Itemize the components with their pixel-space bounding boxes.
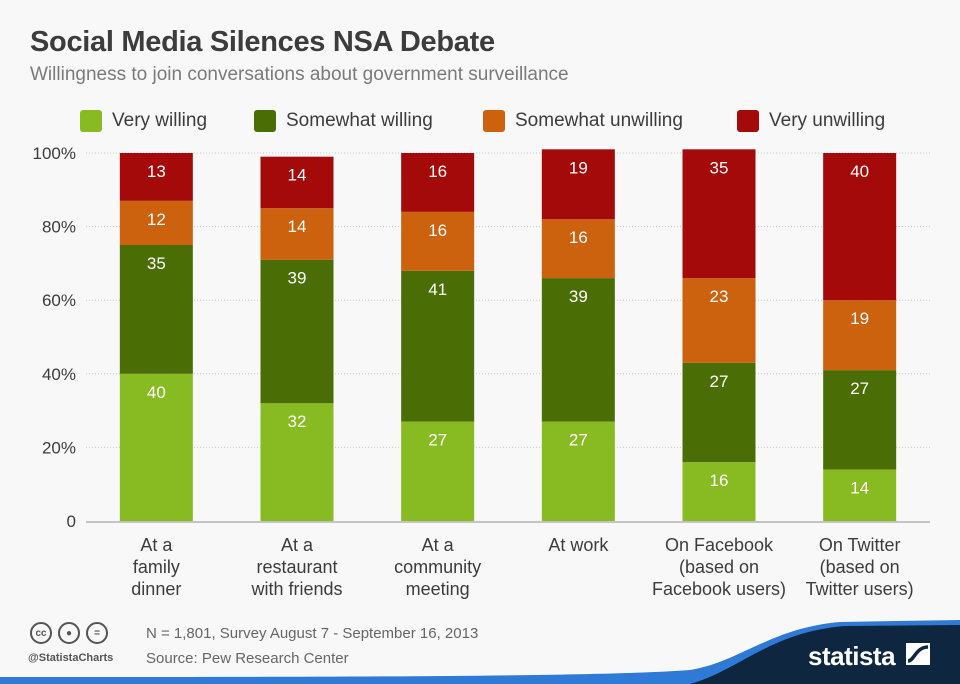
- bar-segment: [823, 469, 897, 521]
- bar-segment: [541, 278, 615, 422]
- source-note: Source: Pew Research Center: [146, 650, 349, 667]
- legend-swatch: [737, 110, 759, 132]
- bar-segment: [401, 421, 475, 521]
- license-icons: cc ● =: [30, 622, 108, 644]
- bar-segment: [541, 149, 615, 220]
- x-tick-label: Twitter users): [806, 579, 914, 599]
- data-label: 14: [288, 166, 307, 185]
- bar-segment: [541, 219, 615, 279]
- data-label: 40: [147, 383, 166, 402]
- y-tick-label: 80%: [42, 218, 76, 237]
- y-tick-label: 40%: [42, 365, 76, 384]
- bar-segment: [260, 208, 334, 260]
- legend-label: Very unwilling: [769, 110, 886, 131]
- chart-subtitle: Willingness to join conversations about …: [30, 64, 569, 85]
- legend-swatch: [483, 110, 505, 132]
- data-label: 35: [147, 254, 166, 273]
- bar-segment: [682, 462, 756, 521]
- data-label: 16: [428, 162, 447, 181]
- data-label: 41: [428, 280, 447, 299]
- legend-item-very-willing: Very willing: [80, 110, 207, 132]
- data-label: 14: [288, 217, 307, 236]
- y-tick-label: 0: [67, 512, 76, 531]
- statista-logo-icon: [906, 643, 930, 665]
- data-label: 39: [288, 269, 307, 288]
- bar-segment: [823, 153, 897, 301]
- bar-segment: [260, 259, 334, 404]
- y-tick-label: 60%: [42, 291, 76, 310]
- statista-handle: @StatistaCharts: [28, 652, 114, 664]
- data-label: 39: [569, 287, 588, 306]
- data-label: 27: [850, 379, 869, 398]
- bar-segment: [401, 270, 475, 422]
- legend-label: Somewhat unwilling: [515, 110, 683, 131]
- x-tick-label: Facebook users): [652, 579, 786, 599]
- x-tick-label: dinner: [131, 579, 181, 599]
- survey-note: N = 1,801, Survey August 7 - September 1…: [146, 625, 479, 642]
- chart-title: Social Media Silences NSA Debate: [30, 26, 495, 58]
- bar-segment: [541, 421, 615, 521]
- x-tick-label: restaurant: [256, 557, 337, 577]
- bar-segment: [119, 153, 193, 201]
- legend-swatch: [80, 110, 102, 132]
- bar-segment: [682, 362, 756, 463]
- bar-segment: [260, 156, 334, 209]
- y-tick-label: 20%: [42, 438, 76, 457]
- no-derivatives-icon: =: [86, 622, 108, 644]
- legend: Very willing Somewhat willing Somewhat u…: [0, 110, 960, 136]
- bar-segment: [119, 373, 193, 521]
- attribution-icon: ●: [58, 622, 80, 644]
- data-label: 40: [850, 162, 869, 181]
- x-tick-label: On Twitter: [819, 535, 901, 555]
- data-label: 27: [710, 372, 729, 391]
- data-label: 16: [710, 471, 729, 490]
- bar-segment: [119, 200, 193, 245]
- data-label: 27: [569, 431, 588, 450]
- data-label: 19: [569, 158, 588, 177]
- legend-label: Very willing: [112, 110, 208, 131]
- x-tick-label: At work: [548, 535, 609, 555]
- legend-item-very-unwilling: Very unwilling: [737, 110, 885, 132]
- x-tick-label: At a: [281, 535, 314, 555]
- bar-segment: [260, 403, 334, 521]
- x-tick-label: (based on: [679, 557, 759, 577]
- legend-item-somewhat-willing: Somewhat willing: [254, 110, 433, 132]
- x-tick-label: At a: [422, 535, 455, 555]
- bar-segment: [682, 278, 756, 363]
- cc-icon: cc: [30, 622, 52, 644]
- data-label: 14: [850, 478, 869, 497]
- data-label: 19: [850, 309, 869, 328]
- data-label: 27: [428, 431, 447, 450]
- data-label: 16: [428, 221, 447, 240]
- data-label: 32: [288, 412, 307, 431]
- x-tick-label: (based on: [820, 557, 900, 577]
- bar-segment: [823, 370, 897, 470]
- legend-label: Somewhat willing: [286, 110, 433, 131]
- legend-swatch: [254, 110, 276, 132]
- data-label: 13: [147, 162, 166, 181]
- x-tick-label: with friends: [250, 579, 342, 599]
- x-tick-label: family: [133, 557, 180, 577]
- bar-segment: [119, 245, 193, 374]
- x-tick-label: meeting: [406, 579, 470, 599]
- bar-segment: [401, 153, 475, 212]
- data-label: 35: [710, 158, 729, 177]
- data-label: 16: [569, 228, 588, 247]
- y-tick-label: 100%: [33, 144, 76, 163]
- data-label: 23: [710, 287, 729, 306]
- data-label: 12: [147, 210, 166, 229]
- bar-segment: [823, 300, 897, 371]
- bar-segment: [682, 149, 756, 279]
- legend-item-somewhat-unwilling: Somewhat unwilling: [483, 110, 683, 132]
- x-tick-label: On Facebook: [665, 535, 774, 555]
- x-tick-label: community: [394, 557, 481, 577]
- statista-logo-text: statista: [808, 641, 896, 671]
- x-tick-label: At a: [140, 535, 173, 555]
- bar-segment: [401, 211, 475, 271]
